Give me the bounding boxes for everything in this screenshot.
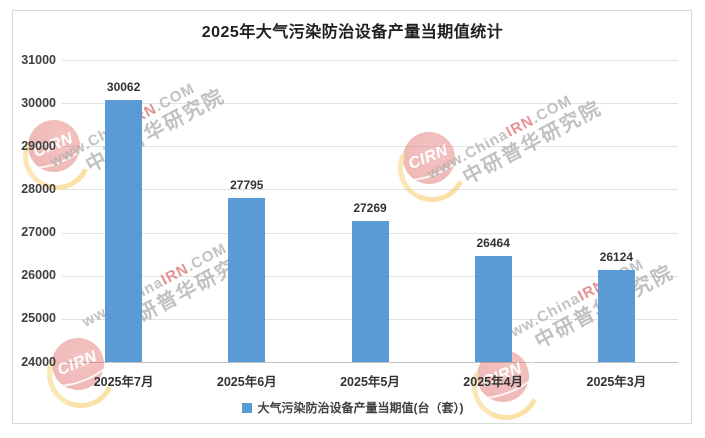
bar xyxy=(105,100,143,362)
x-axis-category-label: 2025年3月 xyxy=(586,375,647,389)
gridline xyxy=(62,362,678,363)
x-axis-category-label: 2025年6月 xyxy=(216,375,277,389)
bar xyxy=(474,255,512,362)
cirn-logo-watermark: CIRN xyxy=(52,338,104,390)
cirn-logo-watermark: CIRN xyxy=(403,132,455,184)
legend-label: 大气污染防治设备产量当期值(台（套）) xyxy=(257,401,464,415)
gridline xyxy=(62,189,678,191)
y-axis-tick-label: 29000 xyxy=(21,138,56,153)
x-axis-category-label: 2025年4月 xyxy=(463,375,524,389)
y-axis-tick-label: 30000 xyxy=(21,95,56,110)
bar-value-label: 27269 xyxy=(353,200,387,215)
y-axis-tick-label: 31000 xyxy=(21,52,56,67)
bar-value-label: 26464 xyxy=(476,235,510,250)
y-axis-tick-label: 25000 xyxy=(21,311,56,326)
bar xyxy=(351,220,389,362)
chart-title: 2025年大气污染防治设备产量当期值统计 xyxy=(201,24,504,41)
gridline xyxy=(62,103,678,105)
y-axis-tick-label: 28000 xyxy=(21,181,56,196)
legend: 大气污染防治设备产量当期值(台（套）) xyxy=(0,399,705,416)
bar-value-label: 30062 xyxy=(106,80,141,95)
legend-marker xyxy=(241,402,252,413)
y-axis-tick-label: 24000 xyxy=(21,354,56,369)
x-axis-category-label: 2025年5月 xyxy=(340,375,400,389)
bar xyxy=(597,270,635,362)
cirn-logo-watermark: CIRN xyxy=(28,120,80,172)
y-axis-tick-label: 27000 xyxy=(21,225,56,240)
gridline xyxy=(62,60,678,61)
bar-value-label: 27795 xyxy=(230,178,264,193)
y-axis-tick-label: 26000 xyxy=(21,268,56,283)
bar xyxy=(228,198,266,362)
x-axis-category-label: 2025年7月 xyxy=(93,375,154,389)
bar-value-label: 26124 xyxy=(599,250,634,265)
gridline xyxy=(62,146,678,148)
